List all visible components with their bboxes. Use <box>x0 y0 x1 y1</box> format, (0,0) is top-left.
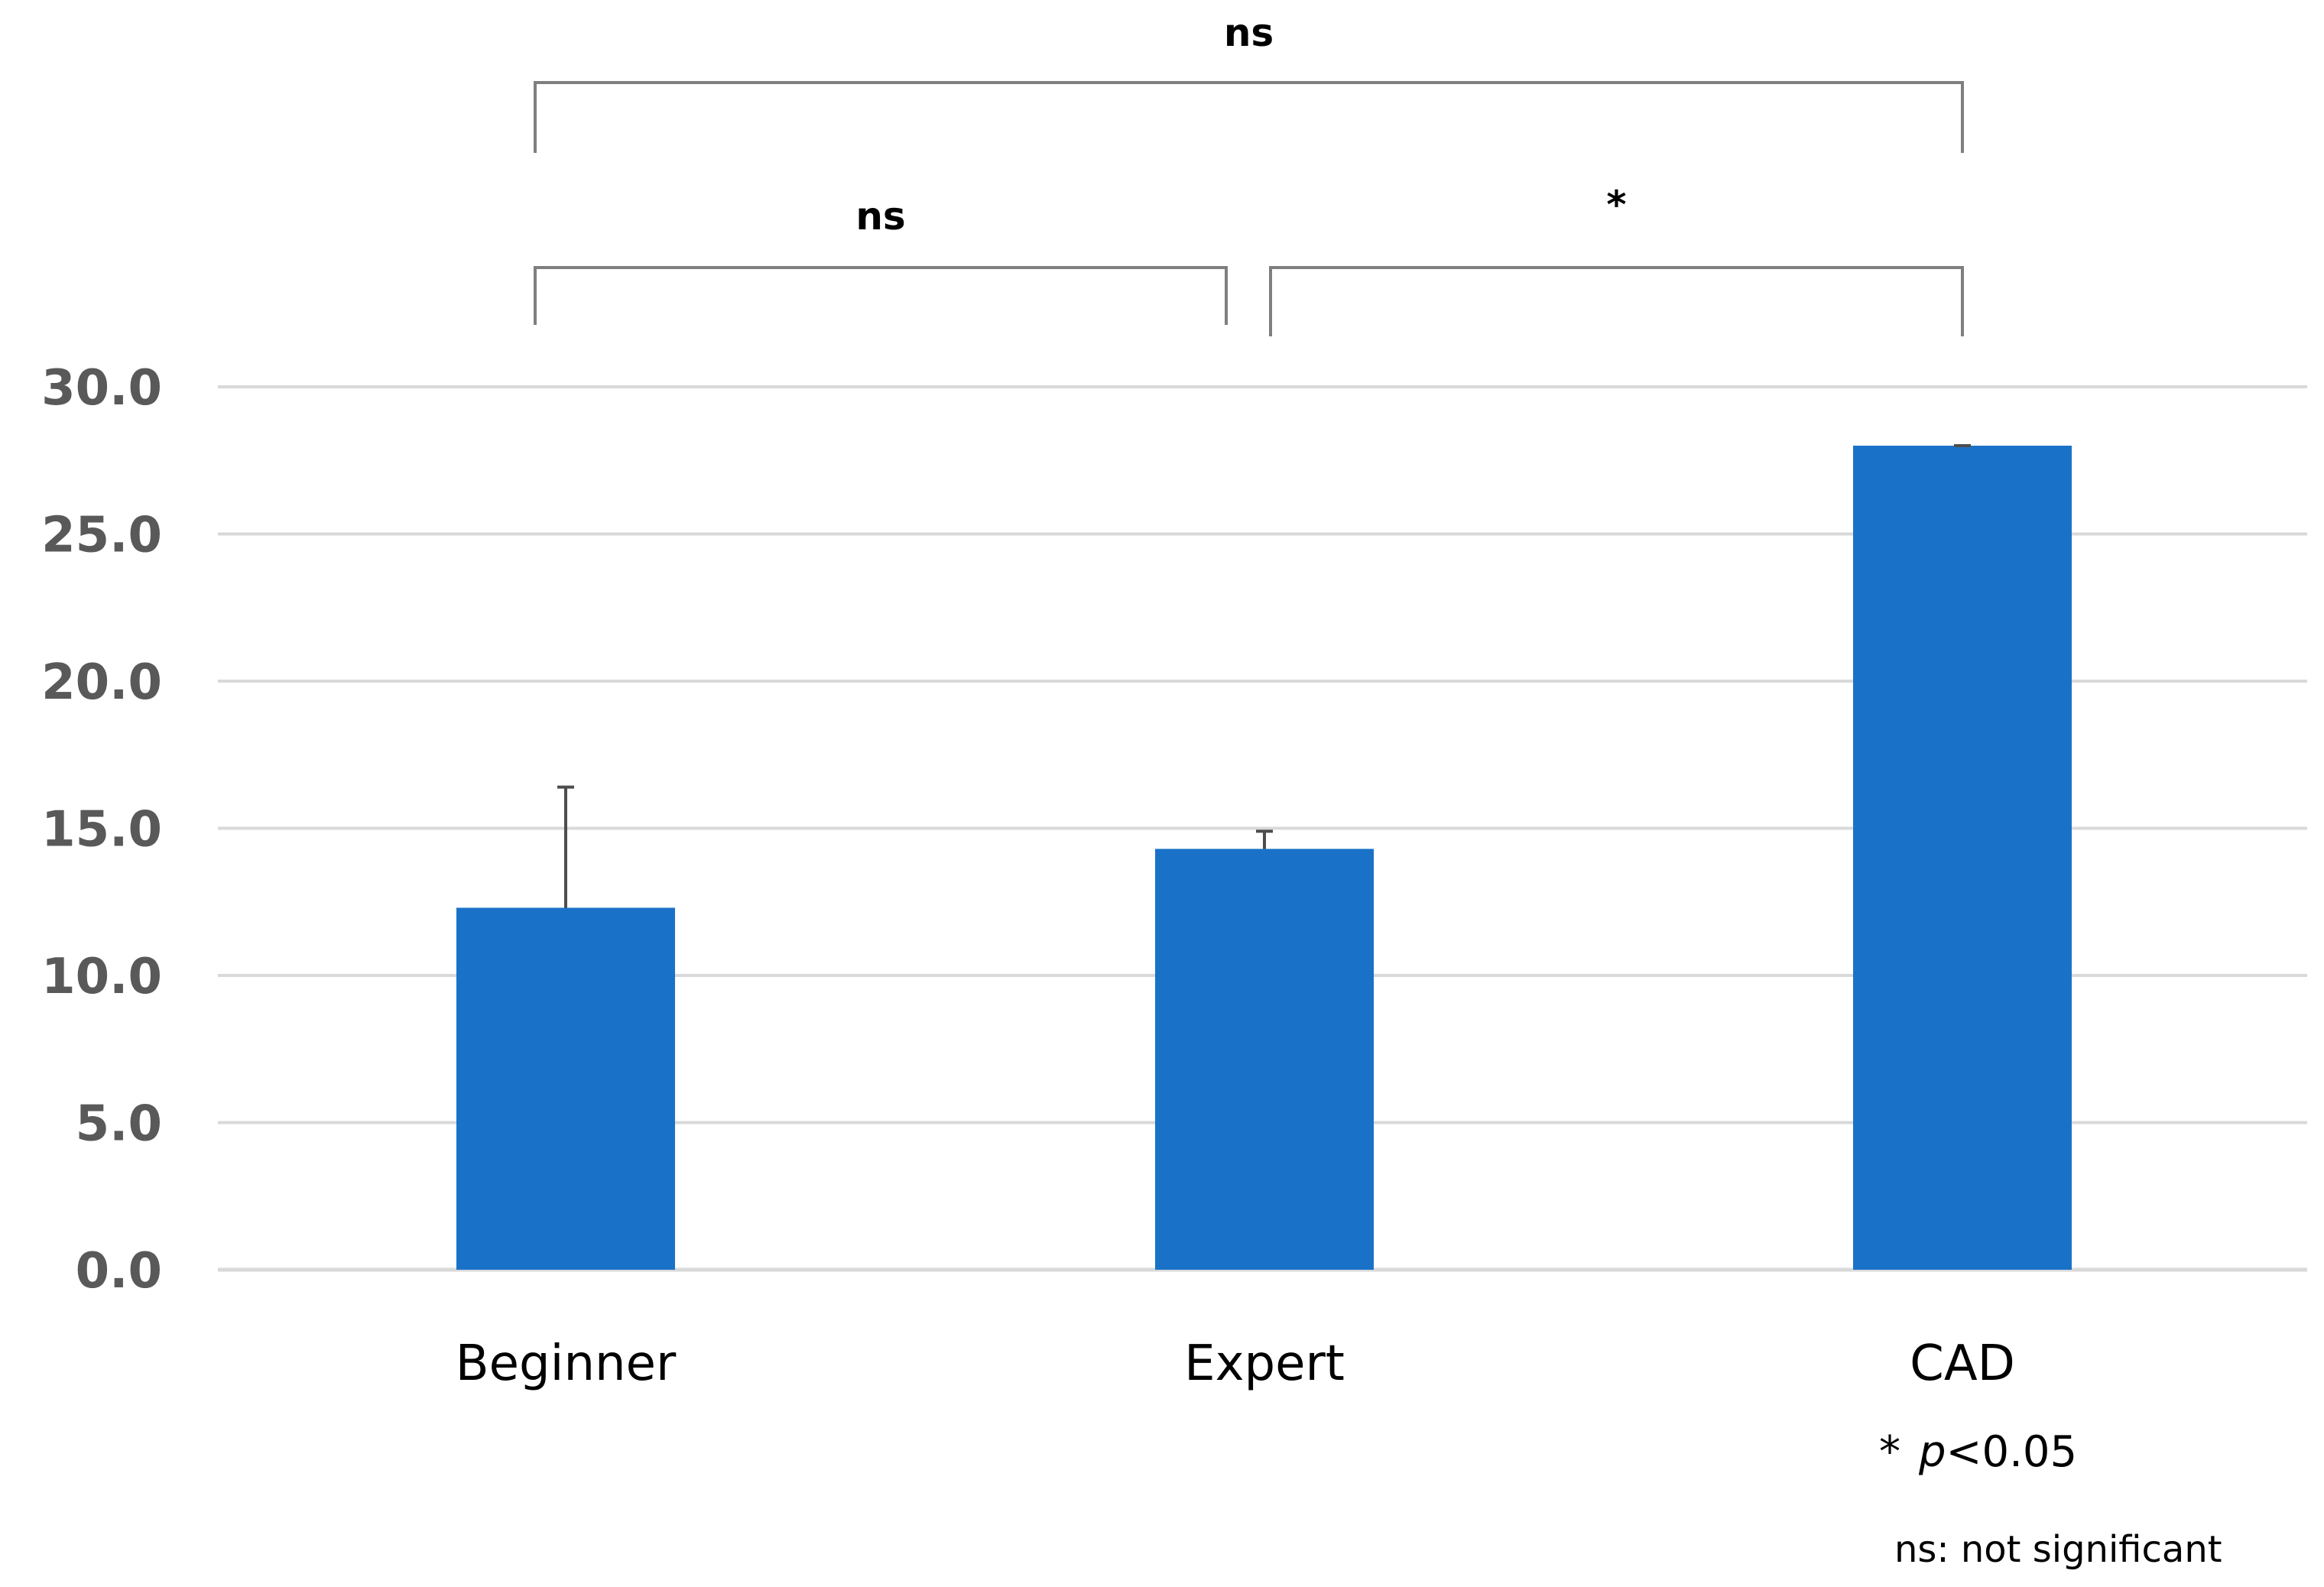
error-bar-beginner <box>557 785 574 908</box>
bracket-beginner-expert: ns <box>534 194 1228 325</box>
significance-label: ns <box>855 194 905 239</box>
bracket-beginner-cad: ns <box>534 11 1964 153</box>
bracket-line <box>534 266 1228 325</box>
significance-brackets: ns ns * <box>534 11 1964 336</box>
significance-label: * <box>1606 183 1626 227</box>
note-p-value: p<0.05 <box>1918 1427 2077 1477</box>
y-axis-ticks: 0.0 5.0 10.0 15.0 20.0 25.0 30.0 <box>41 360 162 1300</box>
x-tick-expert: Expert <box>1184 1335 1345 1392</box>
x-tick-beginner: Beginner <box>456 1335 677 1392</box>
note-ns: ns: not significant <box>1894 1528 2222 1571</box>
error-bar-expert <box>1256 829 1273 849</box>
y-tick-label: 0.0 <box>76 1243 162 1300</box>
bar-cad <box>1853 446 2072 1270</box>
y-tick-label: 5.0 <box>76 1096 162 1153</box>
y-tick-label: 10.0 <box>41 949 162 1005</box>
note-p-letter: p <box>1918 1427 1946 1477</box>
footnotes: * p<0.05 ns: not significant <box>1879 1427 2222 1571</box>
bracket-line <box>534 81 1964 153</box>
y-tick-label: 20.0 <box>41 654 162 711</box>
note-star: * <box>1879 1427 1900 1477</box>
significance-label: ns <box>1224 11 1274 55</box>
x-tick-cad: CAD <box>1910 1335 2015 1392</box>
bracket-line <box>1269 266 1964 336</box>
y-tick-label: 25.0 <box>41 508 162 564</box>
x-axis-ticks: Beginner Expert CAD <box>456 1335 2015 1392</box>
bars <box>456 446 2072 1270</box>
error-bars <box>557 444 1971 908</box>
bar-beginner <box>456 907 675 1270</box>
bar-expert <box>1155 849 1374 1270</box>
note-p-threshold: <0.05 <box>1946 1427 2078 1477</box>
y-tick-label: 15.0 <box>41 802 162 858</box>
y-tick-label: 30.0 <box>41 360 162 417</box>
bracket-expert-cad: * <box>1269 183 1964 336</box>
